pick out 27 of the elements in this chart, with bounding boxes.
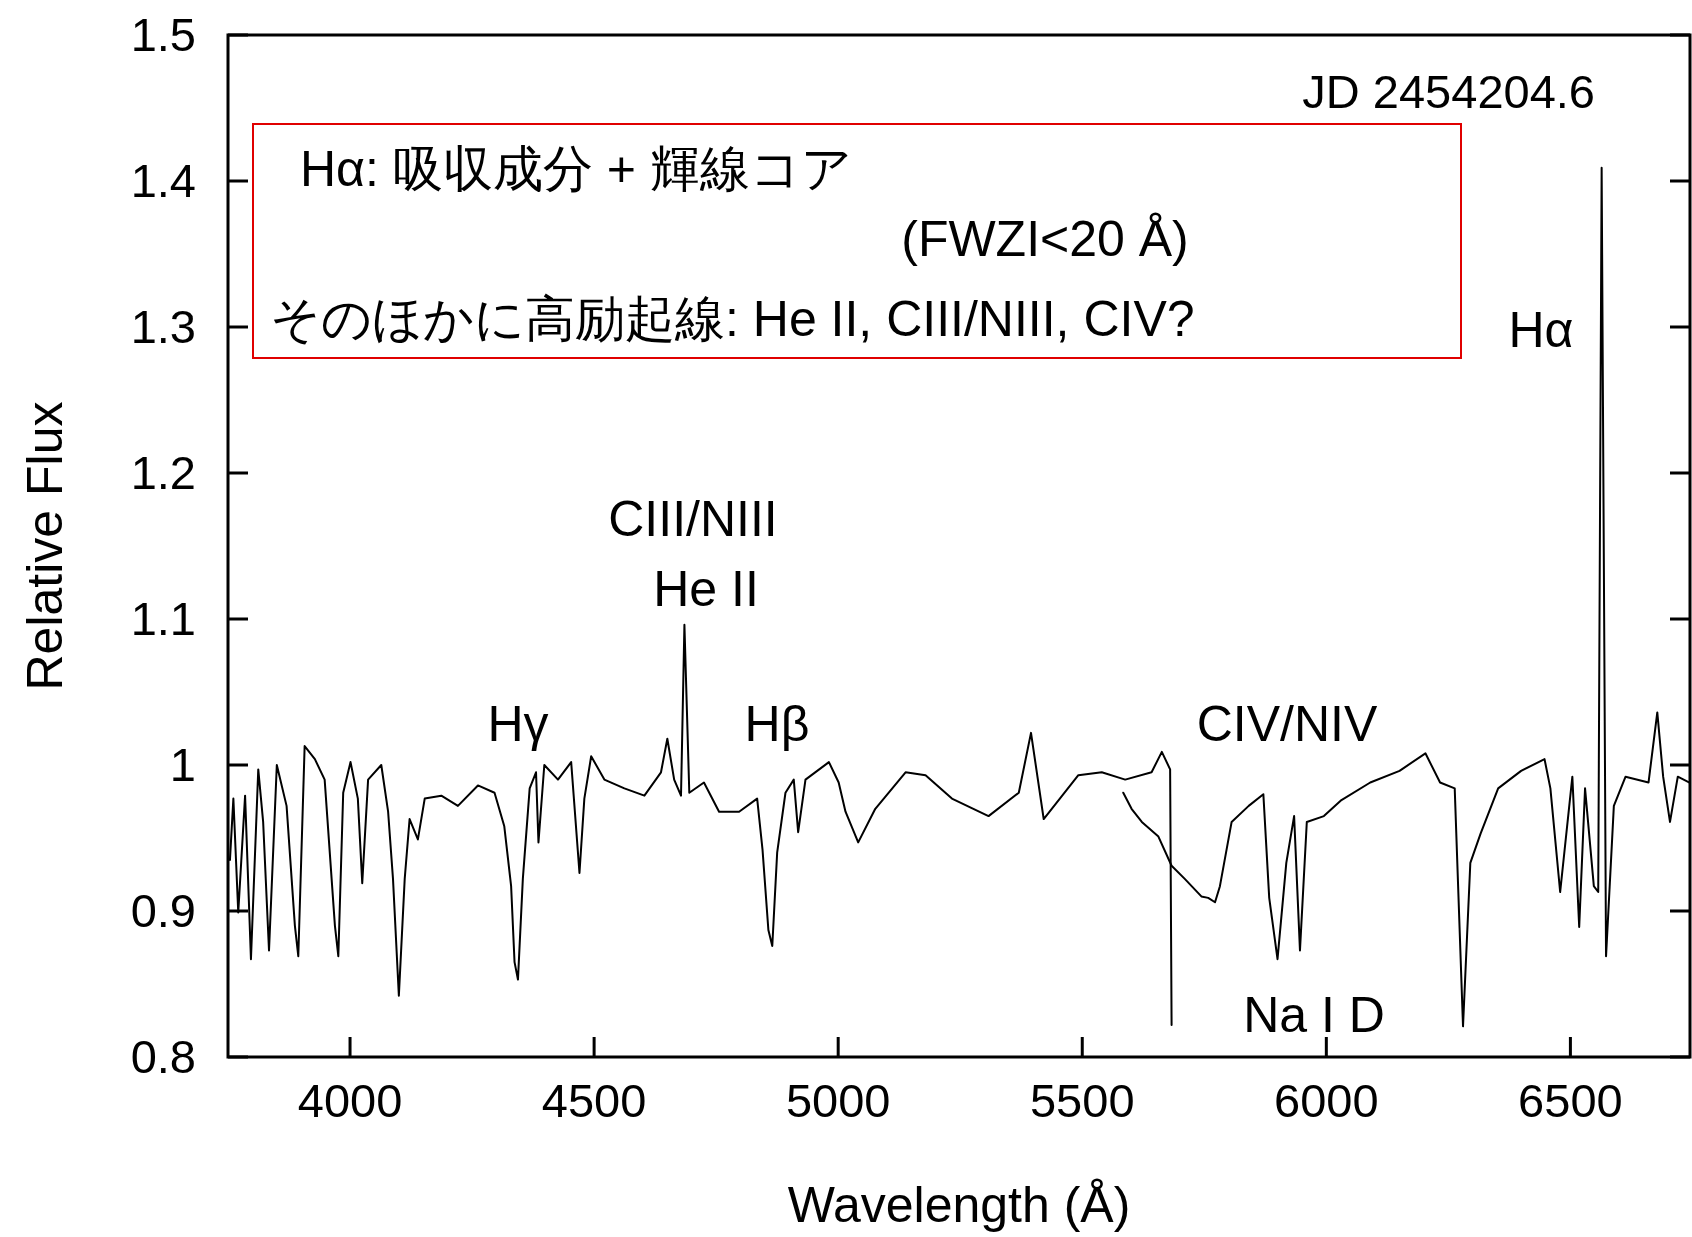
y-tick-label: 1.2 [130,446,196,500]
x-tick-label: 5500 [1029,1074,1135,1127]
annotation: CIII/NIII [608,490,778,547]
annotation: Na I D [1243,986,1385,1043]
y-tick-label: 1.3 [130,300,196,354]
annotation: Hγ [487,695,549,752]
x-tick-label: 4000 [297,1074,403,1127]
annotation: Hα: 吸収成分 + 輝線コア [300,140,852,197]
x-axis-title: Wavelength (Å) [787,1177,1131,1233]
y-tick-label: 0.8 [130,1030,196,1084]
annotation: そのほかに高励起線: He II, CIII/NIII, CIV? [270,290,1195,347]
x-tick-label: 4500 [541,1074,647,1127]
y-tick-label: 1.5 [130,8,196,62]
annotation: Hα [1508,301,1574,358]
annotation: He II [653,560,759,617]
y-tick-label: 1.1 [130,592,196,646]
y-tick-label: 0.9 [130,884,196,938]
annotation: Hβ [744,695,810,752]
x-tick-label: 6500 [1518,1074,1623,1127]
annotation: (FWZI<20 Å) [901,210,1189,267]
annotation: CIV/NIV [1196,695,1378,752]
x-tick-label: 6000 [1274,1074,1379,1127]
y-tick-label: 1 [169,738,196,792]
x-tick-label: 5000 [785,1074,891,1127]
y-tick-label: 1.4 [130,154,196,208]
y-axis-title: Relative Flux [17,401,73,691]
annotation: JD 2454204.6 [1302,65,1595,119]
